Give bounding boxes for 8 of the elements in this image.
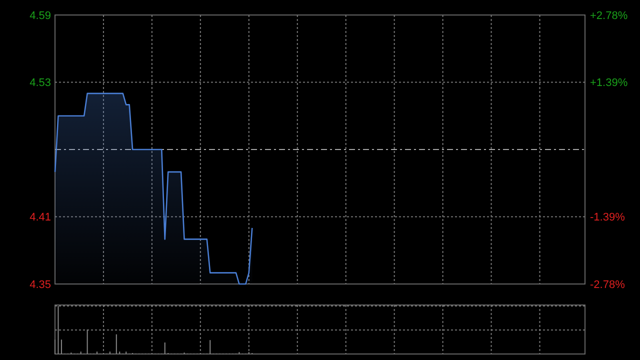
y-tick-label: 4.35	[30, 278, 51, 291]
y2-tick-label: -2.78%	[590, 278, 626, 291]
y-tick-label: 4.41	[30, 212, 51, 224]
y-tick-label: 4.59	[30, 10, 51, 22]
y-tick-label: 4.53	[30, 77, 51, 90]
y2-tick-label: +1.39%	[590, 77, 628, 90]
y2-tick-label: +2.78%	[590, 10, 628, 22]
y2-tick-label: -1.39%	[590, 212, 626, 224]
